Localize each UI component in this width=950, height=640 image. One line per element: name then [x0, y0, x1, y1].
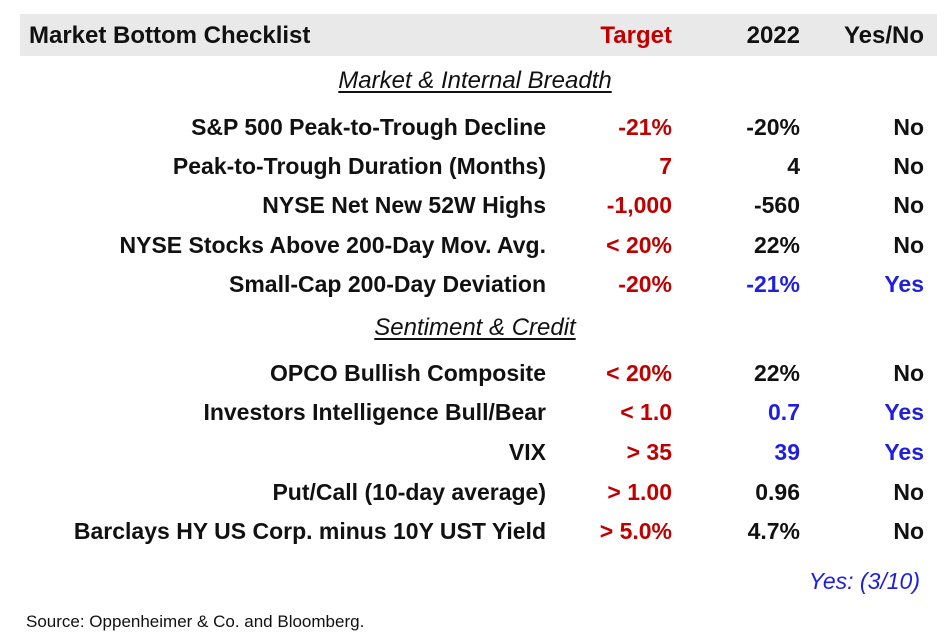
row-target: < 1.0 [620, 399, 672, 425]
row-value: 0.96 [755, 479, 800, 505]
row-value: 4.7% [747, 518, 800, 544]
row-answer: Yes [884, 399, 924, 425]
year-column-header: 2022 [746, 22, 800, 49]
row-answer: No [893, 479, 924, 505]
table-row: Small-Cap 200-Day Deviation -20% -21% Ye… [0, 270, 950, 306]
row-value: 39 [774, 439, 800, 465]
table-row: VIX > 35 39 Yes [0, 438, 950, 474]
table-row: Barclays HY US Corp. minus 10Y UST Yield… [0, 517, 950, 553]
row-value: -21% [746, 271, 800, 297]
yes-count-summary: Yes: (3/10) [808, 568, 920, 594]
row-label: S&P 500 Peak-to-Trough Decline [191, 114, 546, 140]
row-value: 22% [753, 360, 800, 386]
row-label: Peak-to-Trough Duration (Months) [172, 153, 546, 179]
row-value: 0.7 [768, 399, 800, 425]
row-target: > 1.00 [607, 479, 672, 505]
row-target: > 5.0% [599, 518, 672, 544]
row-target: -20% [618, 271, 672, 297]
section-title-breadth: Market & Internal Breadth [338, 67, 612, 94]
row-target: 7 [659, 153, 672, 179]
row-answer: No [893, 518, 924, 544]
row-answer: No [893, 153, 924, 179]
header-bar [20, 14, 937, 56]
row-answer: Yes [884, 271, 924, 297]
row-value: -560 [753, 192, 800, 218]
table-row: S&P 500 Peak-to-Trough Decline -21% -20%… [0, 113, 950, 149]
row-answer: No [893, 360, 924, 386]
row-answer: No [893, 192, 924, 218]
table-row: Peak-to-Trough Duration (Months) 7 4 No [0, 152, 950, 188]
row-label: OPCO Bullish Composite [269, 360, 546, 386]
table-row: Investors Intelligence Bull/Bear < 1.0 0… [0, 398, 950, 434]
target-column-header: Target [600, 22, 672, 49]
row-value: -20% [746, 114, 800, 140]
table-row: NYSE Stocks Above 200-Day Mov. Avg. < 20… [0, 231, 950, 267]
row-label: VIX [508, 439, 546, 465]
page-title: Market Bottom Checklist [29, 22, 311, 49]
row-value: 22% [753, 232, 800, 258]
row-answer: Yes [884, 439, 924, 465]
row-label: Barclays HY US Corp. minus 10Y UST Yield [73, 518, 546, 544]
yes-no-column-header: Yes/No [843, 22, 924, 49]
row-label: Investors Intelligence Bull/Bear [203, 399, 546, 425]
row-target: -1,000 [606, 192, 672, 218]
row-answer: No [893, 232, 924, 258]
row-answer: No [893, 114, 924, 140]
source-note: Source: Oppenheimer & Co. and Bloomberg. [26, 612, 365, 631]
row-label: Small-Cap 200-Day Deviation [228, 271, 546, 297]
row-target: < 20% [606, 360, 672, 386]
section-title-sentiment: Sentiment & Credit [374, 314, 576, 341]
row-target: -21% [618, 114, 672, 140]
row-target: < 20% [606, 232, 672, 258]
row-value: 4 [787, 153, 800, 179]
row-target: > 35 [626, 439, 672, 465]
row-label: Put/Call (10-day average) [272, 479, 546, 505]
table-row: OPCO Bullish Composite < 20% 22% No [0, 359, 950, 395]
row-label: NYSE Net New 52W Highs [262, 192, 546, 218]
row-label: NYSE Stocks Above 200-Day Mov. Avg. [119, 232, 547, 258]
table-row: Put/Call (10-day average) > 1.00 0.96 No [0, 478, 950, 514]
table-row: NYSE Net New 52W Highs -1,000 -560 No [0, 191, 950, 227]
